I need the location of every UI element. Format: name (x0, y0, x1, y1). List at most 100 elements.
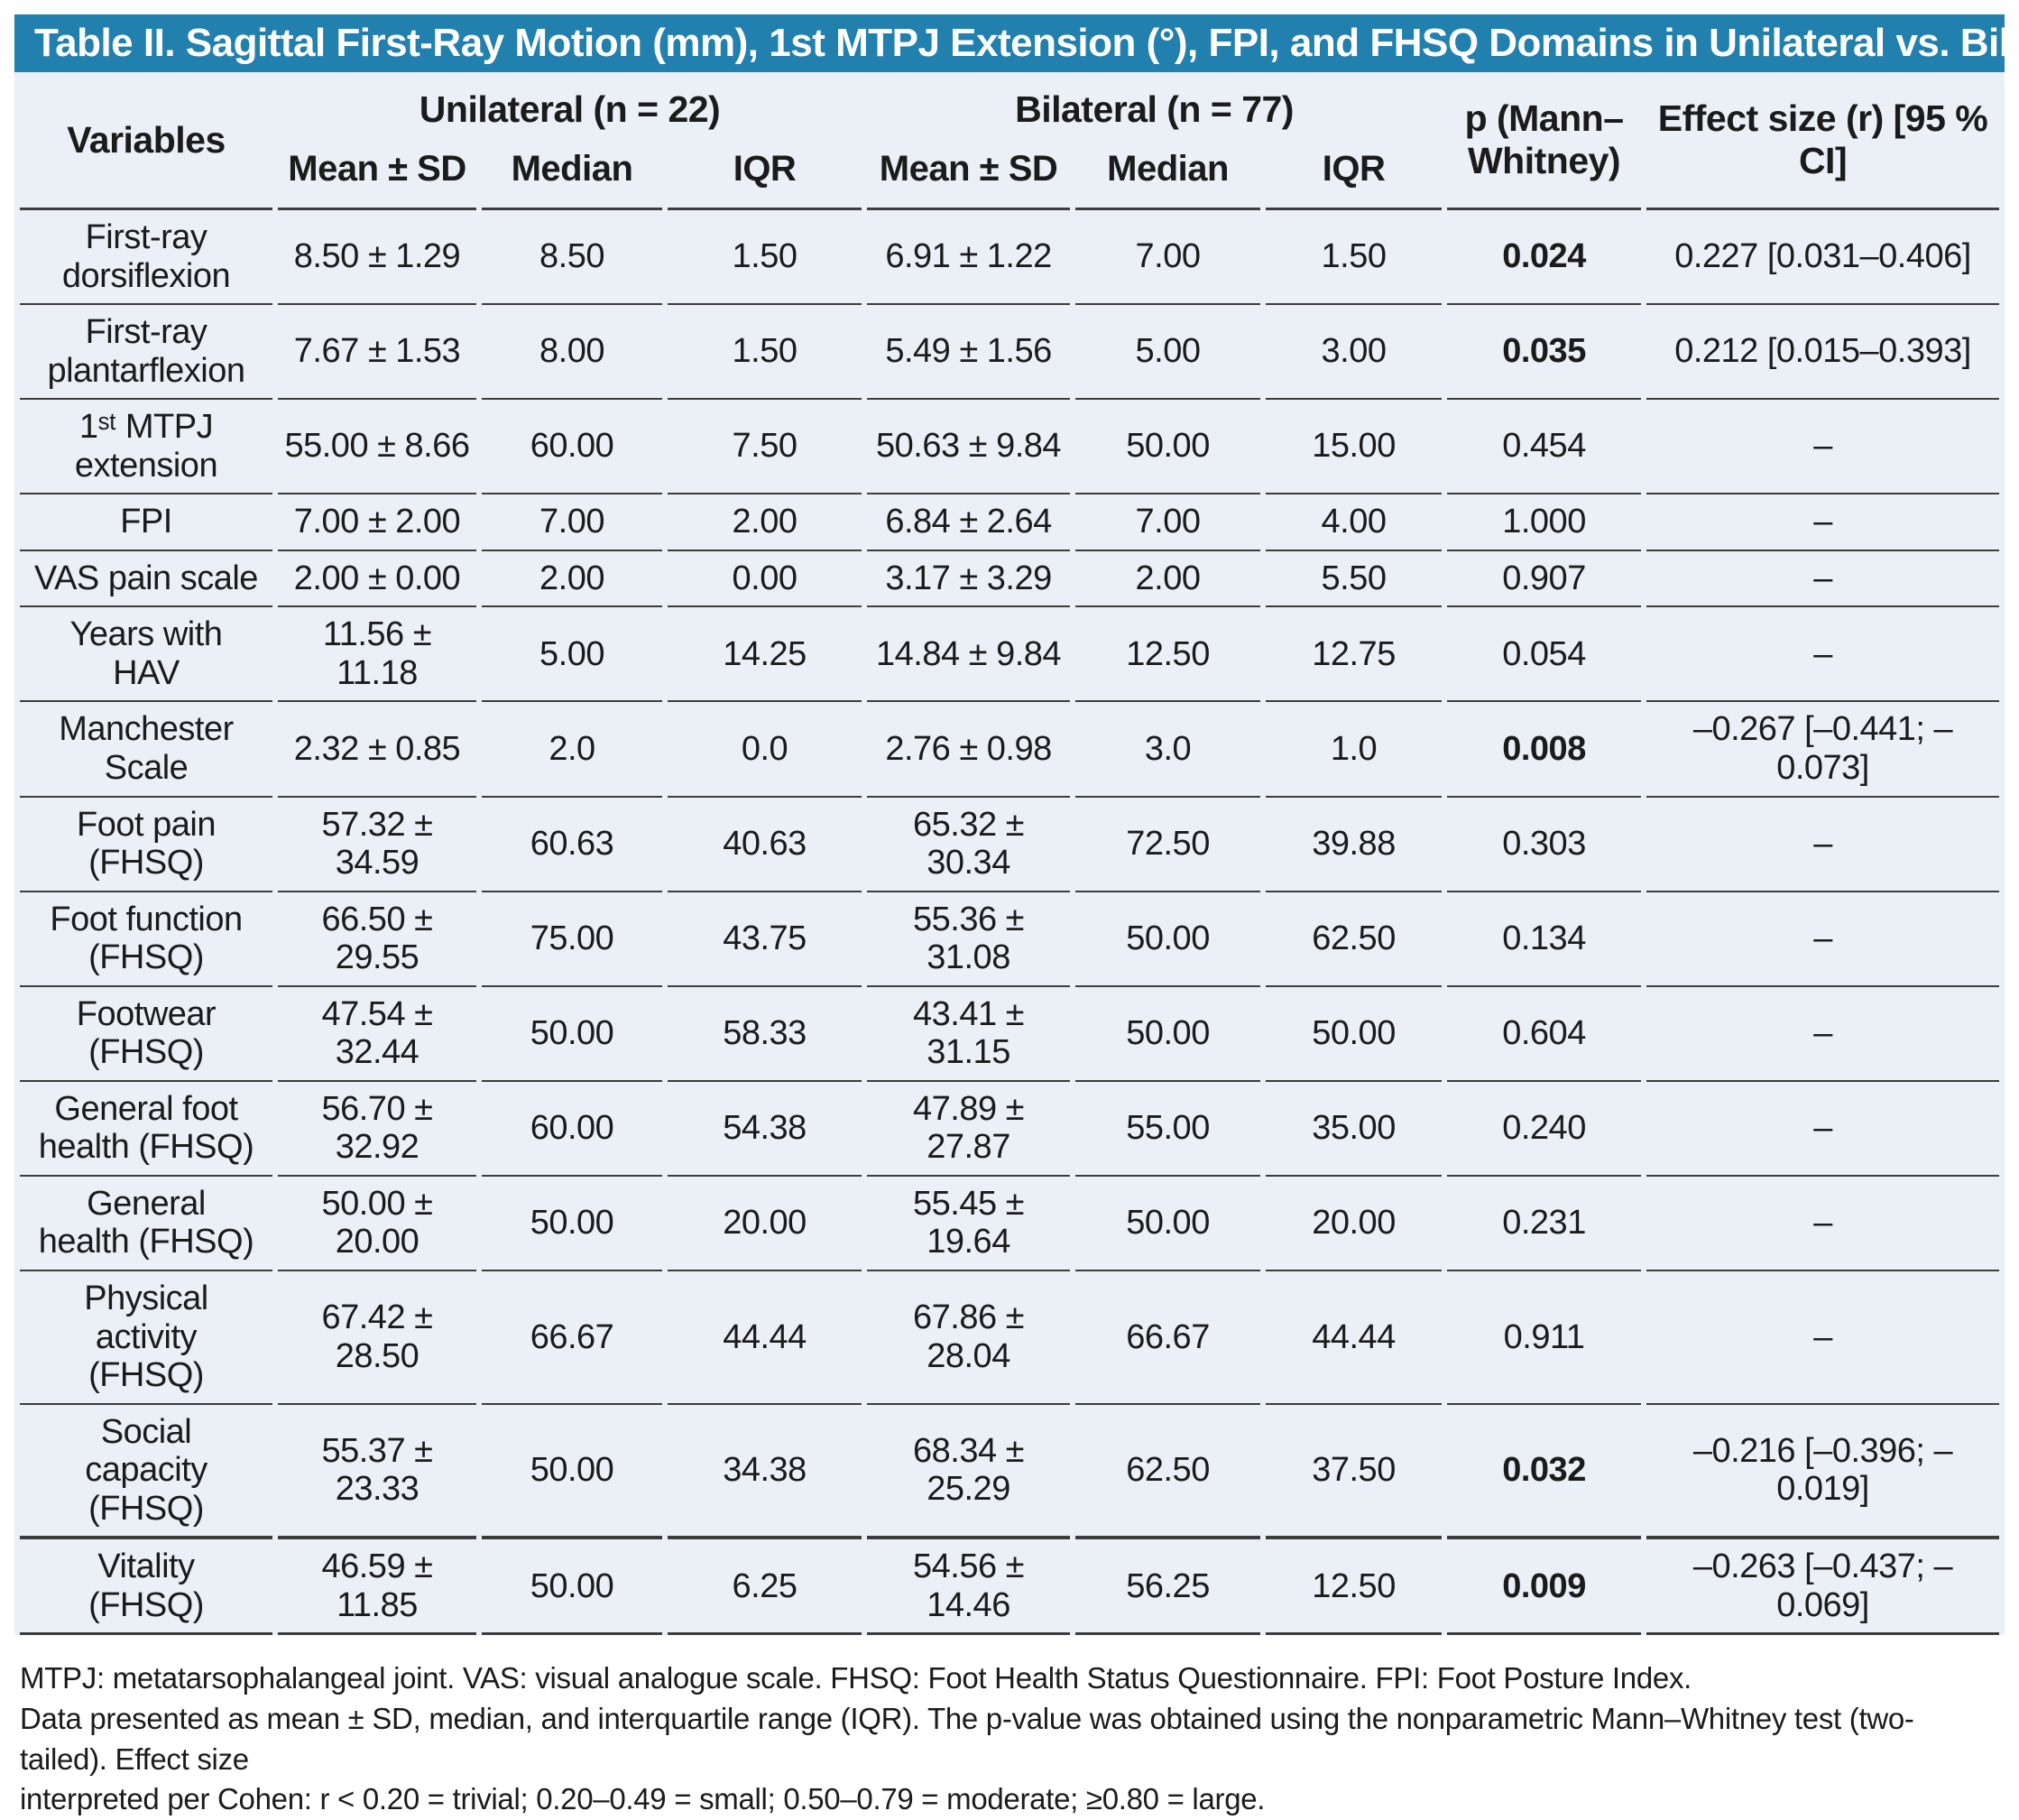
paper-table-page: Table II. Sagittal First-Ray Motion (mm)… (14, 14, 2005, 1816)
uni-median-cell: 50.00 (482, 1539, 662, 1636)
bil-iqr-cell: 4.00 (1266, 494, 1443, 551)
uni-median-cell: 7.00 (482, 494, 662, 551)
variable-label: Social capacity (FHSQ) (20, 1405, 272, 1540)
bil-iqr-cell: 62.50 (1266, 892, 1443, 987)
bil-mean-sd-cell: 68.34 ± 25.29 (867, 1405, 1071, 1540)
effect-size-cell: 0.212 [0.015–0.393] (1646, 305, 1999, 401)
variable-label: Footwear (FHSQ) (20, 987, 272, 1082)
uni-median-cell: 50.00 (482, 1405, 662, 1540)
bil-iqr-cell: 1.50 (1266, 210, 1443, 306)
variable-label: General health (FHSQ) (20, 1177, 272, 1272)
table-row: 1ˢᵗ MTPJ extension 55.00 ± 8.66 60.00 7.… (20, 400, 1999, 495)
p-value-cell: 0.911 (1447, 1271, 1642, 1405)
variable-label: Manchester Scale (20, 702, 272, 798)
uni-iqr-cell: 14.25 (668, 607, 862, 703)
uni-mean-sd-cell: 2.00 ± 0.00 (278, 551, 476, 608)
uni-iqr-cell: 2.00 (668, 494, 862, 551)
uni-median-cell: 8.50 (482, 210, 662, 306)
bil-mean-sd-cell: 14.84 ± 9.84 (867, 607, 1071, 703)
uni-iqr-cell: 0.00 (668, 551, 862, 608)
uni-iqr-cell: 6.25 (668, 1539, 862, 1636)
column-header-uni-mean-sd: Mean ± SD (278, 140, 476, 210)
uni-mean-sd-cell: 7.67 ± 1.53 (278, 305, 476, 401)
uni-mean-sd-cell: 55.00 ± 8.66 (278, 400, 476, 495)
bil-iqr-cell: 5.50 (1266, 551, 1443, 608)
table-footnotes: MTPJ: metatarsophalangeal joint. VAS: vi… (14, 1635, 2005, 1820)
bil-mean-sd-cell: 55.45 ± 19.64 (867, 1177, 1071, 1272)
uni-mean-sd-cell: 47.54 ± 32.44 (278, 987, 476, 1082)
p-value-cell: 0.024 (1447, 210, 1642, 306)
table-row: Physical activity (FHSQ) 67.42 ± 28.50 6… (20, 1271, 1999, 1405)
uni-iqr-cell: 1.50 (668, 305, 862, 401)
effect-size-cell: – (1646, 1177, 1999, 1272)
p-value-cell: 0.134 (1447, 892, 1642, 987)
bil-mean-sd-cell: 65.32 ± 30.34 (867, 798, 1071, 892)
uni-iqr-cell: 7.50 (668, 400, 862, 495)
table-row: Footwear (FHSQ) 47.54 ± 32.44 50.00 58.3… (20, 987, 1999, 1082)
uni-median-cell: 2.0 (482, 702, 662, 798)
uni-mean-sd-cell: 2.32 ± 0.85 (278, 702, 476, 798)
uni-mean-sd-cell: 56.70 ± 32.92 (278, 1082, 476, 1177)
p-value-cell: 0.303 (1447, 798, 1642, 892)
table-row: VAS pain scale 2.00 ± 0.00 2.00 0.00 3.1… (20, 551, 1999, 608)
bil-mean-sd-cell: 55.36 ± 31.08 (867, 892, 1071, 987)
uni-iqr-cell: 43.75 (668, 892, 862, 987)
bil-median-cell: 7.00 (1075, 494, 1261, 551)
bil-median-cell: 12.50 (1075, 607, 1261, 703)
bil-mean-sd-cell: 3.17 ± 3.29 (867, 551, 1071, 608)
effect-size-cell: – (1646, 494, 1999, 551)
bil-mean-sd-cell: 50.63 ± 9.84 (867, 400, 1071, 495)
effect-size-cell: 0.227 [0.031–0.406] (1646, 210, 1999, 306)
uni-mean-sd-cell: 67.42 ± 28.50 (278, 1271, 476, 1405)
p-value-cell: 0.035 (1447, 305, 1642, 401)
bil-median-cell: 72.50 (1075, 798, 1261, 892)
table-row: First-ray dorsiflexion 8.50 ± 1.29 8.50 … (20, 210, 1999, 306)
uni-median-cell: 66.67 (482, 1271, 662, 1405)
effect-size-cell: –0.267 [–0.441; –0.073] (1646, 702, 1999, 798)
table-row: General health (FHSQ) 50.00 ± 20.00 50.0… (20, 1177, 1999, 1272)
bil-iqr-cell: 37.50 (1266, 1405, 1443, 1540)
p-value-cell: 0.604 (1447, 987, 1642, 1082)
uni-iqr-cell: 44.44 (668, 1271, 862, 1405)
uni-median-cell: 2.00 (482, 551, 662, 608)
table-row: Foot function (FHSQ) 66.50 ± 29.55 75.00… (20, 892, 1999, 987)
effect-size-cell: – (1646, 1271, 1999, 1405)
bil-iqr-cell: 12.75 (1266, 607, 1443, 703)
variable-label: First-ray dorsiflexion (20, 210, 272, 306)
effect-size-cell: – (1646, 400, 1999, 495)
column-header-effect-size: Effect size (r) [95 % CI] (1646, 72, 1999, 210)
bil-iqr-cell: 12.50 (1266, 1539, 1443, 1636)
uni-mean-sd-cell: 7.00 ± 2.00 (278, 494, 476, 551)
column-header-uni-median: Median (482, 140, 662, 210)
bil-mean-sd-cell: 2.76 ± 0.98 (867, 702, 1071, 798)
uni-median-cell: 50.00 (482, 1177, 662, 1272)
bil-mean-sd-cell: 67.86 ± 28.04 (867, 1271, 1071, 1405)
p-value-cell: 0.231 (1447, 1177, 1642, 1272)
variable-label: General foot health (FHSQ) (20, 1082, 272, 1177)
bil-median-cell: 62.50 (1075, 1405, 1261, 1540)
uni-iqr-cell: 54.38 (668, 1082, 862, 1177)
column-header-bil-median: Median (1075, 140, 1261, 210)
variable-label: Foot function (FHSQ) (20, 892, 272, 987)
bil-iqr-cell: 15.00 (1266, 400, 1443, 495)
effect-size-cell: – (1646, 987, 1999, 1082)
bil-median-cell: 50.00 (1075, 400, 1261, 495)
bil-mean-sd-cell: 47.89 ± 27.87 (867, 1082, 1071, 1177)
uni-median-cell: 60.63 (482, 798, 662, 892)
table-header: Variables Unilateral (n = 22) Bilateral … (20, 72, 1999, 210)
uni-median-cell: 75.00 (482, 892, 662, 987)
table-row: FPI 7.00 ± 2.00 7.00 2.00 6.84 ± 2.64 7.… (20, 494, 1999, 551)
bil-median-cell: 50.00 (1075, 892, 1261, 987)
p-value-cell: 0.240 (1447, 1082, 1642, 1177)
bil-mean-sd-cell: 43.41 ± 31.15 (867, 987, 1071, 1082)
bil-median-cell: 3.0 (1075, 702, 1261, 798)
uni-iqr-cell: 40.63 (668, 798, 862, 892)
column-header-variables: Variables (20, 72, 272, 210)
variable-label: Years with HAV (20, 607, 272, 703)
uni-mean-sd-cell: 57.32 ± 34.59 (278, 798, 476, 892)
effect-size-cell: – (1646, 607, 1999, 703)
effect-size-cell: – (1646, 1082, 1999, 1177)
table-row: Vitality (FHSQ) 46.59 ± 11.85 50.00 6.25… (20, 1539, 1999, 1636)
column-group-bilateral: Bilateral (n = 77) (1015, 88, 1294, 130)
results-table: Variables Unilateral (n = 22) Bilateral … (14, 72, 2005, 1636)
